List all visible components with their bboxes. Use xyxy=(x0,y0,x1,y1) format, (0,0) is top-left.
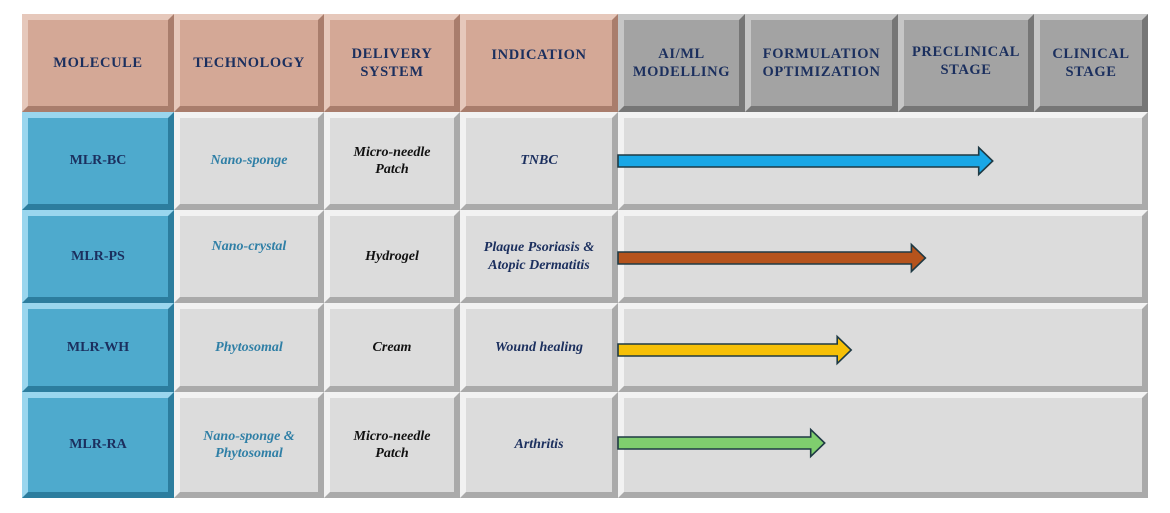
header-technology: TECHNOLOGY xyxy=(174,14,324,112)
progress-lane xyxy=(618,112,1148,210)
delivery-cell: Cream xyxy=(324,303,460,392)
technology-cell: Phytosomal xyxy=(174,303,324,392)
molecule-cell: MLR-WH xyxy=(22,303,174,392)
header-formulation-optimization: FORMULATION OPTIMIZATION xyxy=(745,14,898,112)
delivery-cell: Micro-needle Patch xyxy=(324,392,460,498)
indication-cell: Arthritis xyxy=(460,392,618,498)
delivery-cell: Micro-needle Patch xyxy=(324,112,460,210)
indication-cell: Plaque Psoriasis & Atopic Dermatitis xyxy=(460,210,618,303)
delivery-cell: Hydrogel xyxy=(324,210,460,303)
technology-cell: Nano-crystal xyxy=(174,210,324,303)
indication-cell: Wound healing xyxy=(460,303,618,392)
indication-cell: TNBC xyxy=(460,112,618,210)
progress-lane xyxy=(618,392,1148,498)
molecule-cell: MLR-RA xyxy=(22,392,174,498)
header-indication: INDICATION xyxy=(460,14,618,112)
molecule-cell: MLR-PS xyxy=(22,210,174,303)
header-clinical-stage: CLINICAL STAGE xyxy=(1034,14,1148,112)
header-molecule: MOLECULE xyxy=(22,14,174,112)
technology-cell: Nano-sponge xyxy=(174,112,324,210)
header-ai-ml-modelling: AI/ML MODELLING xyxy=(618,14,745,112)
molecule-cell: MLR-BC xyxy=(22,112,174,210)
header-preclinical-stage: PRECLINICAL STAGE xyxy=(898,14,1034,112)
header-delivery-system: DELIVERY SYSTEM xyxy=(324,14,460,112)
progress-lane xyxy=(618,210,1148,303)
technology-cell: Nano-sponge & Phytosomal xyxy=(174,392,324,498)
progress-lane xyxy=(618,303,1148,392)
